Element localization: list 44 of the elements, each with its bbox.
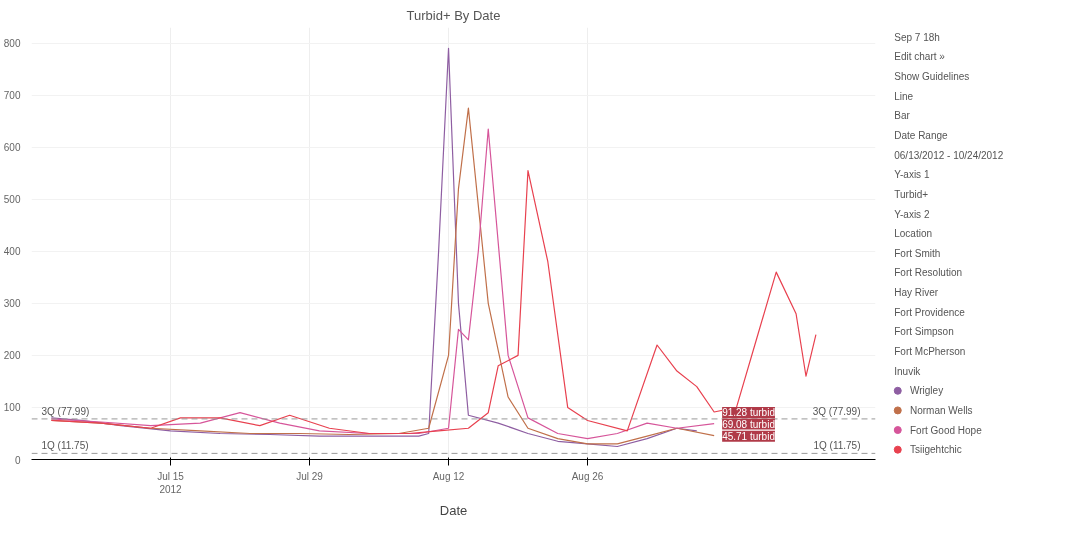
y-tick-label: 100 <box>3 402 21 414</box>
y-tick-label: 0 <box>14 454 21 466</box>
text: Fort McPherson <box>894 346 966 357</box>
y-tick-label: 400 <box>3 246 21 258</box>
text: 1Q (11.75) <box>813 440 861 452</box>
x-tick-label: Aug 26 <box>571 470 604 482</box>
text: Y-axis 1 <box>894 169 930 181</box>
legend-label: Fort Good Hope <box>910 424 983 436</box>
legend-label: Wrigley <box>910 385 944 397</box>
x-tick-label: Jul 15 2012 <box>157 470 185 495</box>
y-tick-label: 200 <box>3 350 21 362</box>
text: Show Guidelines <box>894 71 970 83</box>
text: Fort Simpson <box>894 326 954 338</box>
legend-label: Norman Wells <box>910 404 973 416</box>
text: Location <box>894 228 933 240</box>
x-tick-label: Jul 29 <box>296 470 324 482</box>
text: Fort Resolution <box>894 267 963 279</box>
text: Fort Smith <box>894 247 941 259</box>
annotation: 69.08 turbid <box>722 418 775 430</box>
text: Hay River <box>894 287 939 299</box>
annotation: 91.28 turbid <box>722 406 775 418</box>
y-tick-label: 500 <box>3 194 21 206</box>
text: Sep 7 18h <box>894 31 940 43</box>
y-tick-label: 700 <box>3 90 21 102</box>
x-tick-label: Aug 12 <box>432 470 465 482</box>
y-tick-label: 600 <box>3 142 21 154</box>
chart-title: Turbid+ By Date <box>406 7 501 23</box>
text: Date Range <box>894 130 949 141</box>
text: Fort Providence <box>894 306 966 318</box>
y-tick-label: 800 <box>3 38 21 50</box>
x-axis-title: Date <box>439 502 468 518</box>
text: Line <box>894 90 914 102</box>
y-tick-label: 300 <box>3 298 21 310</box>
text: Bar <box>894 110 911 122</box>
text: 06/13/2012 - 10/24/2012 <box>894 149 1004 161</box>
annotation: 45.71 turbid <box>722 430 775 442</box>
text: Inuvik <box>894 365 922 377</box>
legend-label: Tsiigehtchic <box>910 444 962 456</box>
text: Turbid+ <box>894 188 929 200</box>
text: Y-axis 2 <box>894 208 930 220</box>
text: Edit chart » <box>894 51 946 63</box>
text: 3Q (77.99) <box>812 405 861 417</box>
ref-line-label: 3Q (77.99) <box>41 405 90 417</box>
ref-line-label: 1Q (11.75) <box>41 440 89 452</box>
